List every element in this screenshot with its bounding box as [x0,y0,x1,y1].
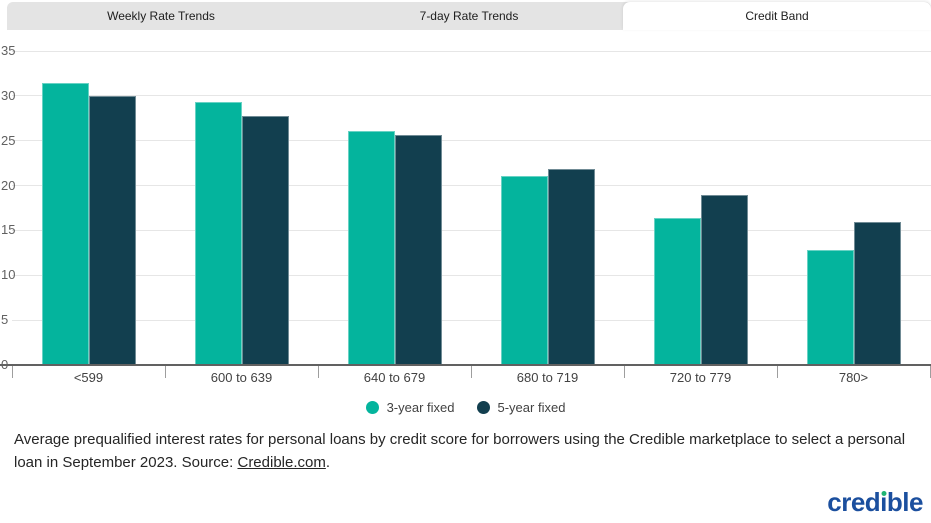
y-gridline [12,274,931,276]
bar-3-year-fixed-2[interactable] [347,130,395,365]
legend-item-3-year-fixed: 3-year fixed [365,399,455,415]
bar-5-year-fixed-0[interactable] [88,95,136,365]
bar-5-year-fixed-3[interactable] [547,169,595,365]
x-axis-tick [11,365,13,378]
bar-5-year-fixed-5[interactable] [853,222,901,365]
y-axis-tick-label: 5 [1,312,9,328]
tab-bar: Weekly Rate Trends 7-day Rate Trends Cre… [7,2,931,30]
y-gridline [12,185,931,187]
y-axis-tick-label: 10 [1,267,16,283]
y-gridline [12,319,931,321]
bar-3-year-fixed-3[interactable] [500,175,548,365]
bar-5-year-fixed-2[interactable] [394,135,442,365]
x-axis-category-label: 780> [838,370,869,385]
x-axis-category-label: <599 [73,370,104,385]
x-axis-tick [164,365,166,378]
legend-dot-3-year-fixed [365,400,379,414]
x-axis-tick [470,365,472,378]
caption-source-link[interactable]: Credible.com [237,454,326,471]
x-axis-line [0,364,931,366]
y-axis-tick-label: 15 [1,222,16,238]
logo-i-dot: ı [880,487,887,517]
y-gridline [12,95,931,97]
caption-text: Average prequalified interest rates for … [14,431,906,471]
caption-text-after: . [325,454,331,471]
y-axis-tick-label: 20 [1,177,16,193]
credible-logo: credı ble [827,487,923,517]
x-axis-tick [776,365,778,378]
y-axis-tick-label: 25 [1,132,16,148]
x-axis-category-label: 720 to 779 [669,370,732,385]
legend-dot-5-year-fixed [476,400,490,414]
bar-3-year-fixed-4[interactable] [653,217,701,365]
legend-label-3-year-fixed: 3-year fixed [386,399,455,415]
x-axis-tick [929,365,931,378]
y-axis-tick-label: 30 [1,87,16,103]
bar-3-year-fixed-1[interactable] [194,102,242,365]
tab-7-day-rate-trends[interactable]: 7-day Rate Trends [419,9,519,23]
y-gridline [12,140,931,142]
bar-5-year-fixed-4[interactable] [700,195,748,365]
x-axis-tick [623,365,625,378]
y-gridline [12,229,931,231]
bar-3-year-fixed-5[interactable] [806,250,854,365]
x-axis-category-label: 680 to 719 [516,370,579,385]
bar-5-year-fixed-1[interactable] [241,116,289,365]
chart-caption: Average prequalified interest rates for … [14,428,917,474]
x-axis-category-label: 600 to 639 [210,370,273,385]
bar-3-year-fixed-0[interactable] [41,83,89,365]
y-gridline [12,50,931,52]
legend-label-5-year-fixed: 5-year fixed [497,399,566,415]
chart-legend: 3-year fixed 5-year fixed [0,394,931,420]
x-axis-tick [317,365,319,378]
tab-credit-band[interactable]: Credit Band [623,2,931,30]
logo-dot-icon [881,491,887,496]
y-axis-tick-label: 35 [1,43,16,58]
tab-weekly-rate-trends[interactable]: Weekly Rate Trends [107,9,215,23]
legend-item-5-year-fixed: 5-year fixed [476,399,566,415]
x-axis-category-label: 640 to 679 [363,370,426,385]
